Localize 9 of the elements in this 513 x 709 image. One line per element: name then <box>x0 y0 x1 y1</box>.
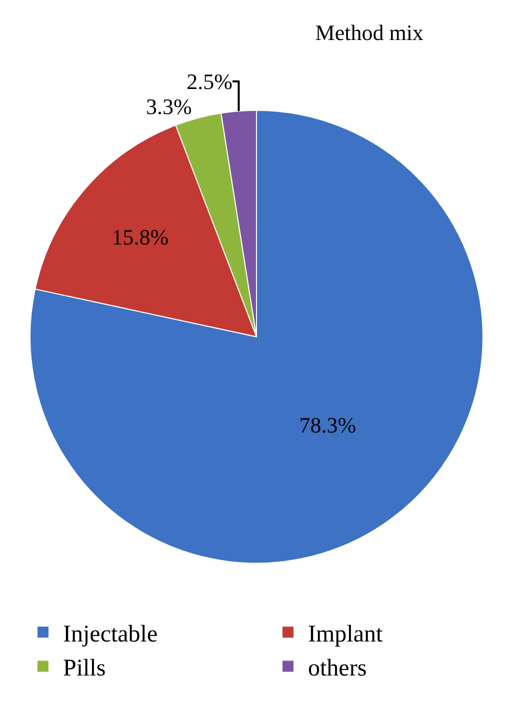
data-label: 3.3% <box>146 94 192 119</box>
legend-label: Pills <box>63 656 106 682</box>
legend-label: Injectable <box>63 621 158 648</box>
data-label: 2.5% <box>186 68 232 94</box>
chart-title: Method mix <box>315 20 424 46</box>
legend-label: others <box>308 656 367 682</box>
data-label: 78.3% <box>299 412 356 438</box>
legend-label: Implant <box>308 621 383 648</box>
data-label: 15.8% <box>112 224 169 250</box>
